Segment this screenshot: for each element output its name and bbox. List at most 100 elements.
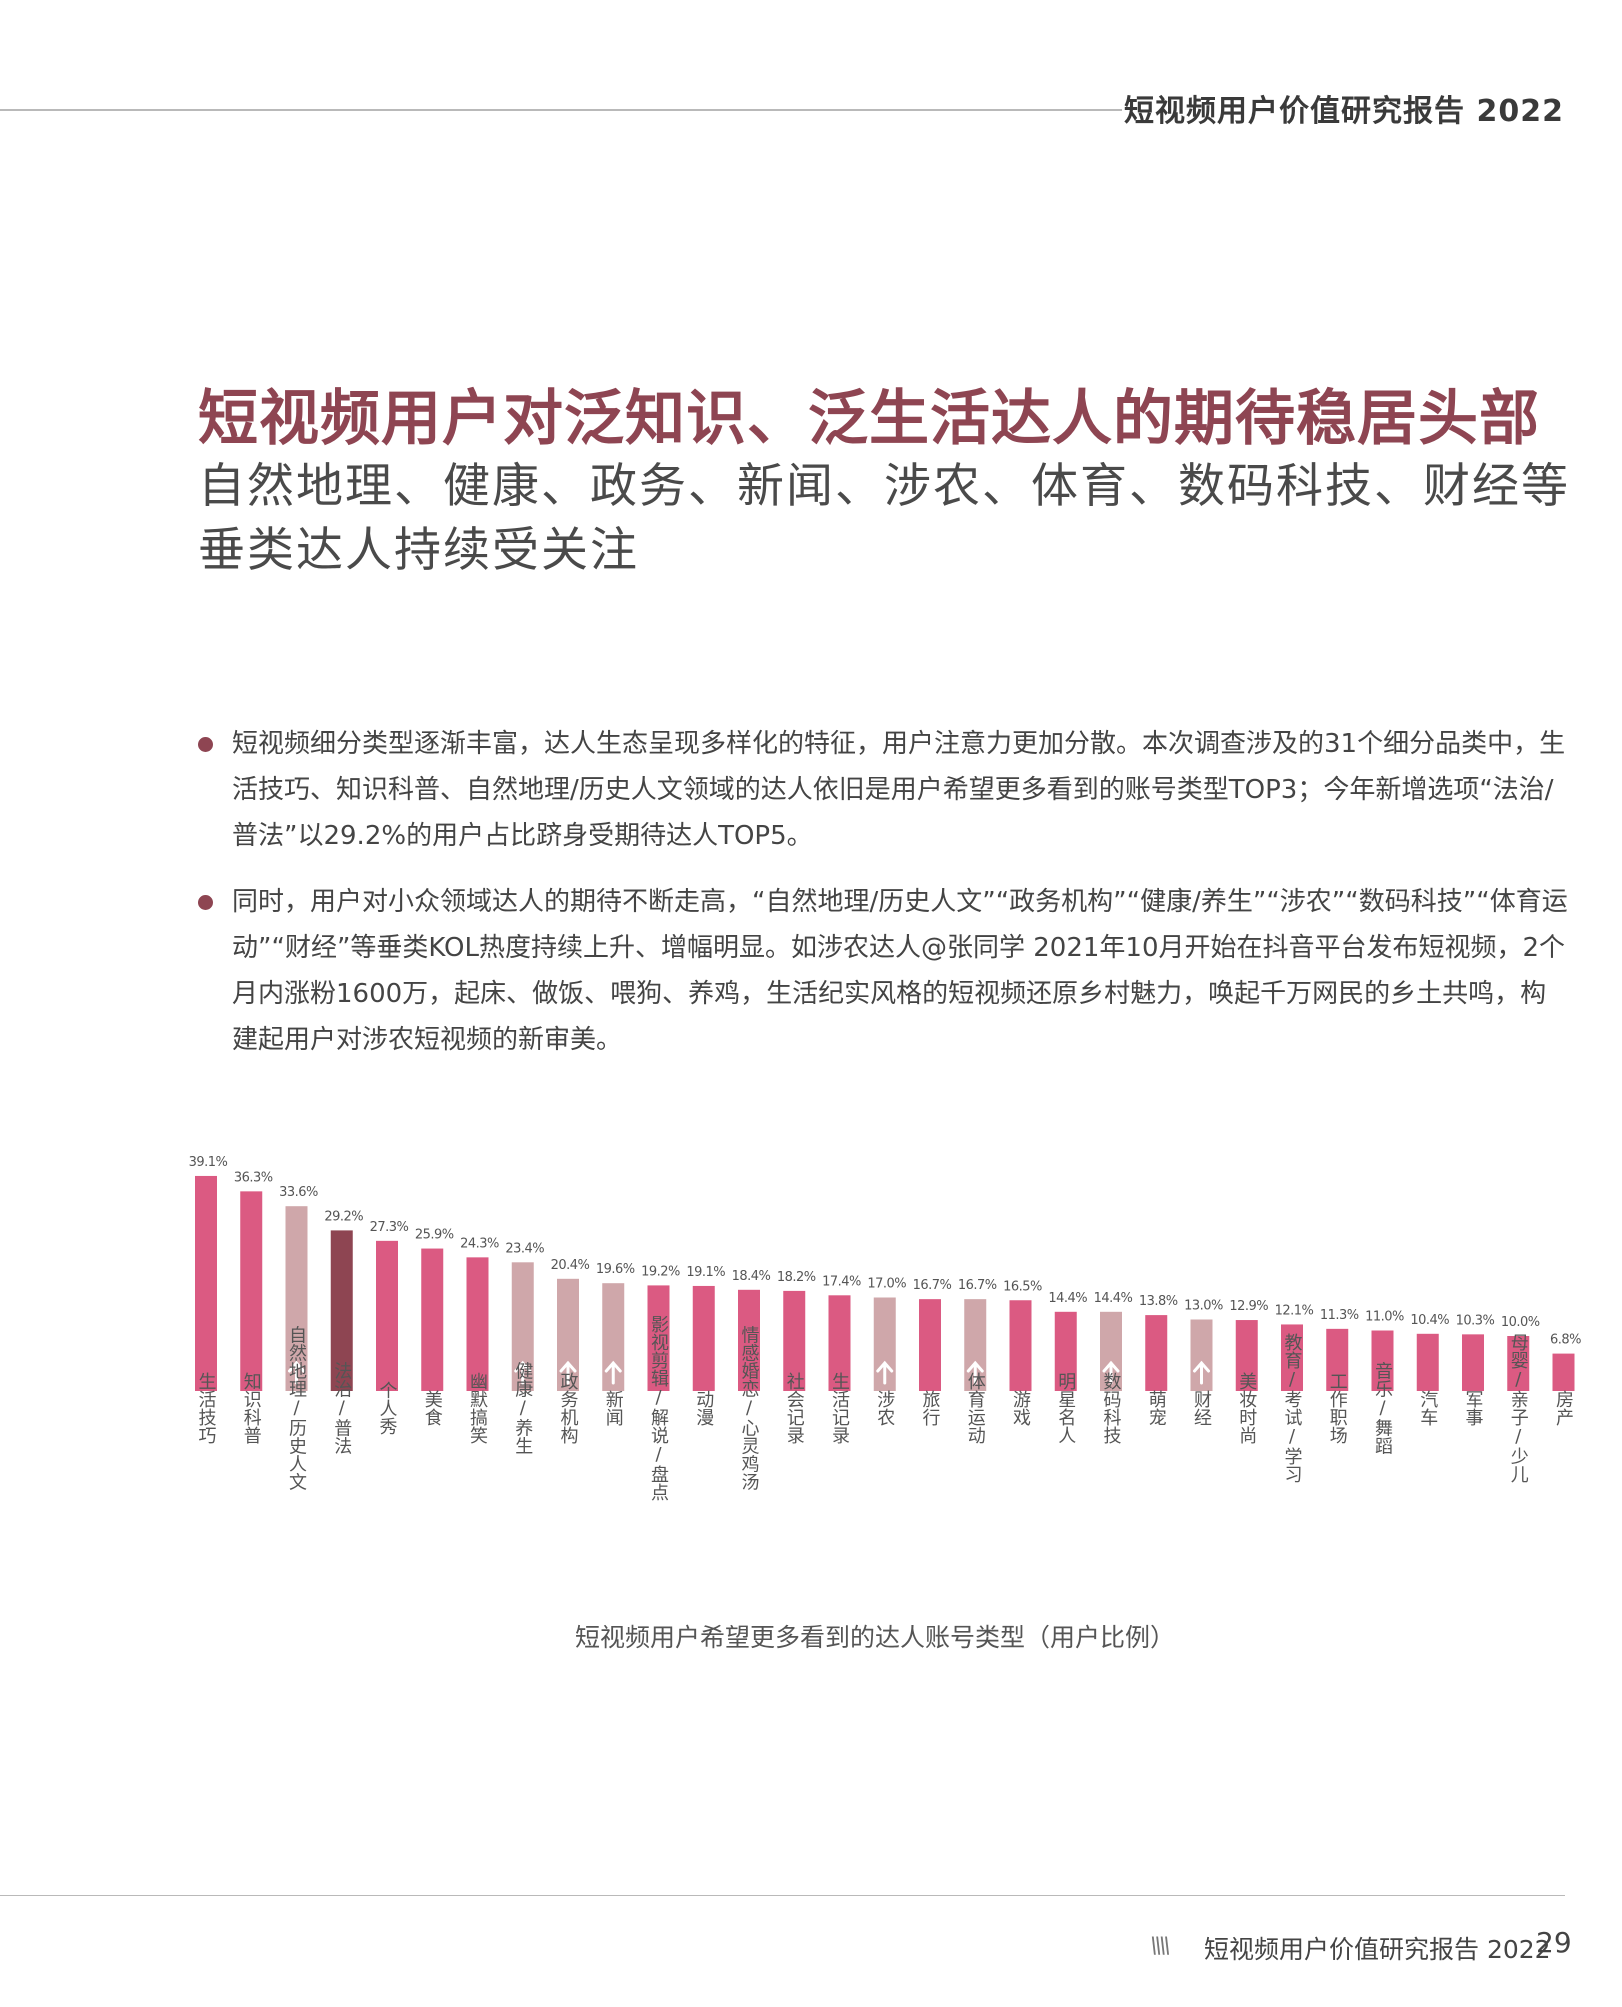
page-number: 29: [1536, 1926, 1572, 1959]
value-label: 29.2%: [324, 1209, 363, 1224]
bar: [195, 1175, 217, 1391]
bar: [466, 1257, 489, 1391]
up-arrow-icon: [876, 1360, 894, 1385]
chart-caption: 短视频用户希望更多看到的达人账号类型（用户比例）: [574, 1623, 1175, 1652]
category-label: 生活技巧: [196, 1372, 217, 1444]
value-label: 33.6%: [279, 1185, 318, 1200]
up-arrow-icon: [288, 1360, 305, 1385]
value-label: 14.4%: [1094, 1291, 1133, 1306]
bar-chart: 39.1% 生活技巧 36.3% 知识科普 33.6% 自然地理/历史人文 29.2% 法治/…: [189, 1155, 1582, 1501]
bar: [511, 1262, 534, 1391]
value-label: 16.5%: [1003, 1279, 1042, 1294]
up-arrow-icon: [514, 1360, 532, 1385]
category-label: 健康/养生: [512, 1361, 533, 1454]
bar: [1009, 1300, 1032, 1391]
category-label: 体育运动: [965, 1372, 986, 1444]
category-label: 美食: [422, 1390, 443, 1426]
bar: [1145, 1315, 1168, 1391]
value-label: 13.0%: [1184, 1299, 1223, 1314]
category-label: 动漫: [693, 1390, 714, 1426]
value-label: 17.4%: [822, 1274, 861, 1289]
category-label: 个人秀: [377, 1381, 398, 1435]
bar: [1235, 1320, 1258, 1391]
category-label: 萌宠: [1146, 1390, 1167, 1426]
value-label: 17.0%: [867, 1277, 906, 1292]
category-label: 生活记录: [829, 1372, 850, 1444]
value-label: 20.4%: [551, 1258, 590, 1273]
up-arrow-icon: [966, 1360, 984, 1385]
category-label: 明星名人: [1055, 1372, 1076, 1444]
category-label: 汽车: [1417, 1390, 1438, 1426]
bar: [602, 1283, 625, 1391]
bullet-list: 短视频细分类型逐渐丰富，达人生态呈现多样化的特征，用户注意力更加分散。本次调查涉…: [198, 721, 1568, 1083]
bar: [647, 1285, 670, 1391]
category-label: 工作职场: [1327, 1372, 1348, 1444]
value-label: 10.3%: [1456, 1313, 1495, 1328]
bar: [1462, 1334, 1484, 1391]
value-label: 19.1%: [686, 1265, 725, 1280]
header-rule: [0, 109, 1122, 111]
value-label: 12.1%: [1275, 1303, 1314, 1318]
value-label: 10.4%: [1410, 1313, 1449, 1328]
up-arrow-icon: [604, 1360, 622, 1385]
bar: [783, 1290, 806, 1391]
bar: [240, 1191, 263, 1391]
category-label: 知识科普: [241, 1372, 262, 1444]
bar: [1416, 1333, 1439, 1391]
bar: [330, 1230, 353, 1391]
bar: [1281, 1324, 1303, 1391]
category-label: 涉农: [874, 1390, 895, 1426]
value-label: 6.8%: [1550, 1333, 1581, 1348]
value-label: 36.3%: [234, 1170, 273, 1185]
bar: [421, 1248, 444, 1391]
value-label: 27.3%: [370, 1220, 409, 1235]
category-label: 法治/普法: [331, 1361, 352, 1454]
bar: [1507, 1336, 1530, 1391]
header-title: 短视频用户价值研究报告 2022: [1124, 94, 1564, 129]
value-label: 19.6%: [596, 1262, 635, 1277]
category-label: 自然地理/历史人文: [286, 1325, 307, 1490]
bar: [1190, 1319, 1213, 1391]
value-label: 39.1%: [189, 1155, 228, 1170]
bar: [919, 1299, 941, 1391]
category-label: 美妆时尚: [1236, 1372, 1257, 1444]
up-arrow-icon: [1193, 1360, 1210, 1385]
category-label: 政务机构: [558, 1372, 579, 1445]
category-label: 房产: [1553, 1390, 1574, 1426]
category-label: 军事: [1463, 1390, 1484, 1426]
category-label: 旅行: [920, 1390, 941, 1426]
value-label: 24.3%: [460, 1236, 499, 1251]
category-label: 母婴/亲子/少儿: [1508, 1333, 1529, 1483]
value-label: 23.4%: [505, 1241, 544, 1256]
bar: [1326, 1328, 1349, 1391]
footer-slashes-icon: \\\\: [1150, 1934, 1171, 1959]
bar: [1371, 1330, 1394, 1391]
bar: [1054, 1311, 1077, 1391]
bar: [738, 1289, 760, 1391]
category-label: 数码科技: [1101, 1372, 1122, 1445]
category-label: 音乐/舞蹈: [1372, 1361, 1393, 1454]
value-label: 25.9%: [415, 1228, 454, 1243]
bar: [557, 1278, 579, 1391]
page-title: 短视频用户对泛知识、泛生活达人的期待稳居头部: [198, 384, 1540, 454]
value-label: 16.7%: [913, 1278, 952, 1293]
bullet-item: 同时，用户对小众领域达人的期待不断走高，“自然地理/历史人文”“政务机构”“健康…: [198, 879, 1568, 1063]
bar: [1552, 1353, 1575, 1391]
footer-title: 短视频用户价值研究报告 2022: [1204, 1935, 1551, 1964]
value-label: 18.2%: [777, 1270, 816, 1285]
bar: [828, 1295, 851, 1391]
value-label: 11.0%: [1365, 1310, 1404, 1325]
value-label: 16.7%: [958, 1278, 997, 1293]
page-subtitle: 自然地理、健康、政务、新闻、涉农、体育、数码科技、财经等垂类达人持续受关注: [198, 459, 1570, 578]
value-label: 10.0%: [1501, 1315, 1540, 1330]
value-label: 19.2%: [641, 1264, 680, 1279]
value-label: 13.8%: [1139, 1294, 1178, 1309]
category-label: 教育/考试/学习: [1282, 1333, 1303, 1483]
value-label: 14.4%: [1048, 1291, 1087, 1306]
up-arrow-icon: [1102, 1360, 1120, 1385]
category-label: 游戏: [1010, 1390, 1031, 1426]
value-label: 18.4%: [732, 1269, 771, 1284]
bar: [376, 1240, 398, 1391]
category-label: 情感婚恋/心灵鸡汤: [739, 1325, 760, 1490]
category-label: 新闻: [603, 1390, 624, 1426]
